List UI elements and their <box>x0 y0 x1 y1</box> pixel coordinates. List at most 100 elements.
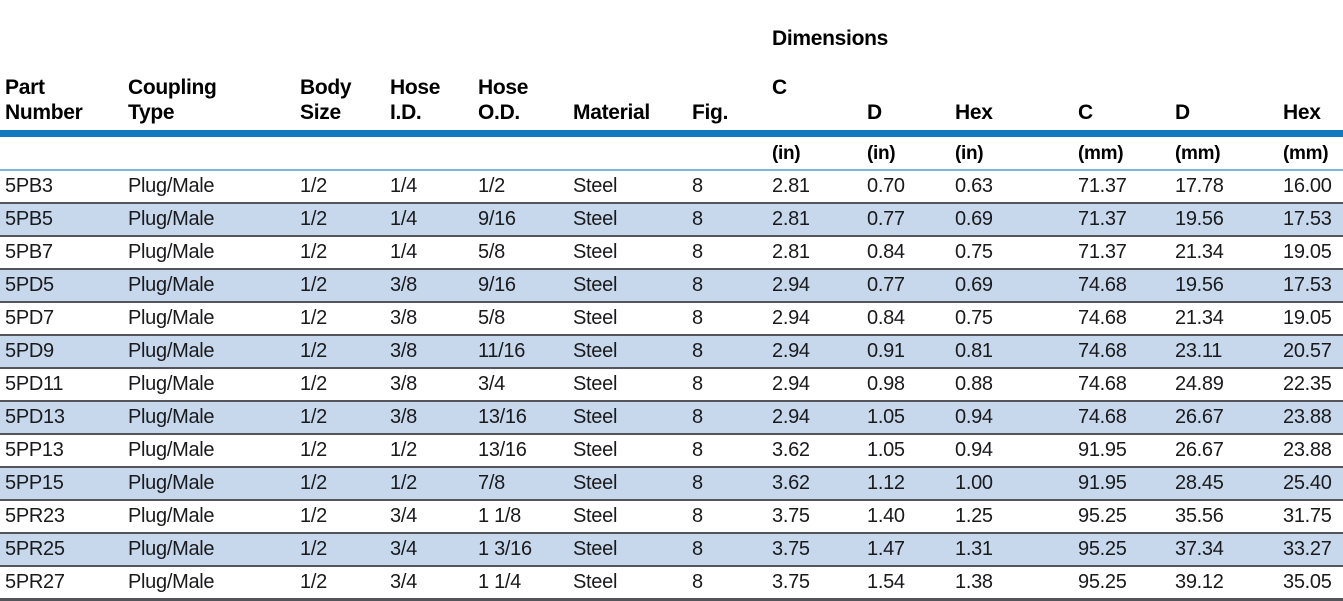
cell-coupling-type: Plug/Male <box>123 498 295 533</box>
header-d-in: D <box>862 0 950 137</box>
units-hex-mm: (mm) <box>1278 132 1343 171</box>
header-c-mm: C <box>1073 0 1170 137</box>
cell-hose-id: 3/4 <box>385 531 473 566</box>
cell-c-in: 2.94 <box>767 267 862 302</box>
cell-c-in: 3.75 <box>767 564 862 601</box>
cell-hose-id: 1/4 <box>390 174 417 197</box>
cell-hose-od: 9/16 <box>473 267 568 302</box>
cell-fig: 8 <box>687 531 767 566</box>
cell-d-in: 1.12 <box>862 465 950 500</box>
cell-hose-od: 1 3/16 <box>473 531 568 566</box>
cell-hex-in: 1.25 <box>950 498 1073 533</box>
cell-material: Steel <box>568 465 687 500</box>
cell-material: Steel <box>568 564 687 601</box>
cell-c-in: 2.81 <box>772 174 810 197</box>
cell-part-number: 5PR23 <box>0 498 123 533</box>
header-hex-mm: Hex <box>1278 0 1343 137</box>
cell-hex-mm: 17.53 <box>1278 267 1343 302</box>
cell-coupling-type: Plug/Male <box>123 366 295 401</box>
cell-d-in: 1.47 <box>862 531 950 566</box>
cell-hex-in: 0.88 <box>950 366 1073 401</box>
cell-coupling-type: Plug/Male <box>123 267 295 302</box>
cell-c-mm: 74.68 <box>1073 333 1170 368</box>
cell-body-size: 1/2 <box>295 465 385 500</box>
cell-d-mm: 21.34 <box>1170 300 1278 335</box>
cell-d-in: 0.77 <box>862 267 950 302</box>
cell-d-in: 0.98 <box>862 366 950 401</box>
units-row: (in) (in) (in) (mm) (mm) (mm) <box>0 132 1343 171</box>
cell-coupling-type: Plug/Male <box>123 432 295 467</box>
cell-d-mm: 39.12 <box>1170 564 1278 601</box>
cell-hose-id: 1/4 <box>385 201 473 236</box>
cell-hex-mm: 16.00 <box>1283 174 1332 197</box>
cell-fig: 8 <box>687 564 767 601</box>
table-row: 5PB5 Plug/Male 1/2 1/4 9/16 Steel 8 2.81 0.77 0.6… <box>0 201 1343 236</box>
cell-hose-od: 1 1/4 <box>473 564 568 601</box>
cell-coupling-type: Plug/Male <box>128 174 215 197</box>
cell-hose-id: 3/8 <box>385 300 473 335</box>
cell-c-mm: 91.95 <box>1073 432 1170 467</box>
table-header: Part Number Coupling Type Body Size Hose… <box>0 0 1343 171</box>
cell-c-in: 2.94 <box>767 300 862 335</box>
cell-fig: 8 <box>687 267 767 302</box>
cell-d-mm: 28.45 <box>1170 465 1278 500</box>
cell-c-mm: 71.37 <box>1073 201 1170 236</box>
units-part-number <box>0 132 123 171</box>
header-d-mm: D <box>1170 0 1278 137</box>
cell-part-number: 5PD13 <box>0 399 123 434</box>
cell-hex-mm: 23.88 <box>1278 432 1343 467</box>
cell-c-in: 2.94 <box>767 366 862 401</box>
units-body-size <box>295 132 385 171</box>
cell-hose-id: 1/2 <box>385 432 473 467</box>
cell-d-in: 0.84 <box>862 234 950 269</box>
cell-c-in: 2.94 <box>767 333 862 368</box>
header-hex-in: Hex <box>950 0 1073 137</box>
cell-body-size: 1/2 <box>295 333 385 368</box>
cell-hex-mm: 20.57 <box>1278 333 1343 368</box>
cell-material: Steel <box>568 432 687 467</box>
cell-d-in: 0.77 <box>862 201 950 236</box>
cell-part-number: 5PD9 <box>0 333 123 368</box>
cell-body-size: 1/2 <box>295 234 385 269</box>
cell-c-in: 2.81 <box>767 234 862 269</box>
cell-hex-mm: 17.53 <box>1278 201 1343 236</box>
cell-c-mm: 74.68 <box>1073 267 1170 302</box>
cell-material: Steel <box>568 267 687 302</box>
cell-fig: 8 <box>687 399 767 434</box>
cell-d-in: 0.70 <box>867 174 905 197</box>
cell-d-in: 0.84 <box>862 300 950 335</box>
header-body-size: Body Size <box>295 0 385 137</box>
cell-d-in: 1.05 <box>862 399 950 434</box>
cell-fig: 8 <box>687 333 767 368</box>
cell-body-size: 1/2 <box>295 366 385 401</box>
cell-coupling-type: Plug/Male <box>123 531 295 566</box>
units-c-in: (in) <box>767 132 862 171</box>
units-hex-in: (in) <box>950 132 1073 171</box>
header-fig: Fig. <box>687 0 767 137</box>
cell-material: Steel <box>568 201 687 236</box>
cell-body-size: 1/2 <box>300 174 327 197</box>
units-hose-id <box>385 132 473 171</box>
cell-c-mm: 74.68 <box>1073 300 1170 335</box>
cell-d-in: 0.91 <box>862 333 950 368</box>
cell-hex-in: 1.00 <box>950 465 1073 500</box>
cell-hex-mm: 23.88 <box>1278 399 1343 434</box>
cell-d-mm: 37.34 <box>1170 531 1278 566</box>
units-coupling-type <box>123 132 295 171</box>
cell-hose-od: 11/16 <box>473 333 568 368</box>
table-row: 5PB3 Plug/Male 1/2 1/4 1/2 Steel 8 2.81 0.70 0.63… <box>0 170 1343 203</box>
header-material: Material <box>568 0 687 137</box>
cell-body-size: 1/2 <box>295 498 385 533</box>
cell-coupling-type: Plug/Male <box>123 399 295 434</box>
cell-c-mm: 95.25 <box>1073 498 1170 533</box>
cell-part-number: 5PB3 <box>5 174 53 197</box>
cell-c-in: 3.62 <box>767 432 862 467</box>
cell-hex-in: 0.75 <box>950 234 1073 269</box>
cell-hex-in: 0.69 <box>950 201 1073 236</box>
table-row: 5PD13 Plug/Male 1/2 3/8 13/16 Steel 8 2.94 1.05 0… <box>0 399 1343 434</box>
table-row: 5PD11 Plug/Male 1/2 3/8 3/4 Steel 8 2.94 0.98 0.8… <box>0 366 1343 401</box>
cell-hose-id: 3/4 <box>385 564 473 601</box>
cell-coupling-type: Plug/Male <box>123 201 295 236</box>
cell-hose-id: 3/8 <box>385 267 473 302</box>
